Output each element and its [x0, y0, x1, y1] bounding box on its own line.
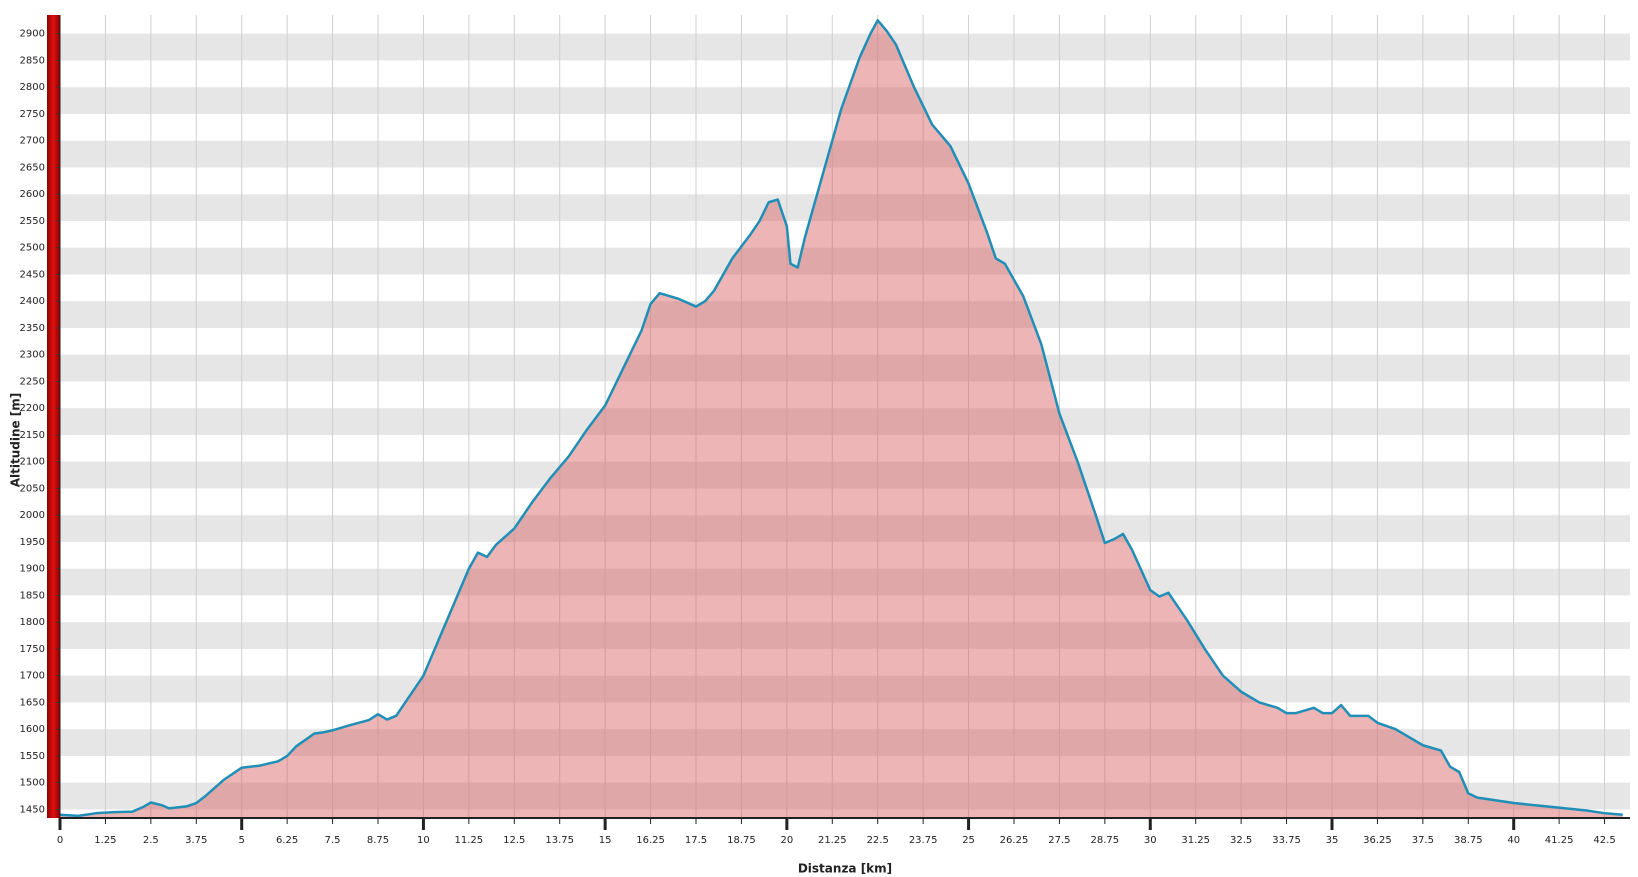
y-tick-label: 2700 [20, 136, 45, 147]
x-tick-label: 33.75 [1272, 835, 1301, 846]
x-tick-label: 31.25 [1181, 835, 1210, 846]
y-tick-label: 2650 [20, 162, 45, 173]
y-tick-label: 2000 [20, 510, 45, 521]
y-tick-label: 2050 [20, 483, 45, 494]
y-tick-label: 1800 [20, 617, 45, 628]
y-tick-label: 1600 [20, 724, 45, 735]
grid-band [60, 622, 1630, 649]
x-tick-label: 18.75 [727, 835, 756, 846]
y-tick-label: 1500 [20, 778, 45, 789]
x-tick-label: 2.5 [143, 835, 159, 846]
grid-band [60, 568, 1630, 596]
x-tick-label: 13.75 [545, 835, 574, 846]
y-axis-label: Altitudine [m] [9, 393, 23, 488]
x-tick-label: 8.75 [367, 835, 389, 846]
x-tick-label: 3.75 [185, 835, 207, 846]
x-tick-label: 21.25 [818, 835, 847, 846]
x-tick-label: 20 [780, 835, 793, 846]
y-tick-label: 2550 [20, 216, 45, 227]
x-tick-label: 6.25 [276, 835, 298, 846]
grid-band [60, 515, 1630, 542]
y-tick-label: 2400 [20, 296, 45, 307]
x-tick-label: 42.5 [1593, 835, 1615, 846]
x-tick-label: 30 [1144, 835, 1157, 846]
x-tick-label: 26.25 [1000, 835, 1029, 846]
grid-band [60, 782, 1630, 810]
x-tick-label: 0 [57, 835, 63, 846]
y-tick-label: 2450 [20, 269, 45, 280]
y-tick-label: 1450 [20, 804, 45, 815]
color-scale-bar [47, 15, 60, 818]
x-tick-label: 23.75 [909, 835, 938, 846]
grid-band [60, 194, 1630, 221]
x-tick-label: 27.5 [1048, 835, 1070, 846]
x-tick-label: 22.5 [867, 835, 889, 846]
x-tick-label: 15 [599, 835, 612, 846]
grid-band [60, 247, 1630, 275]
x-tick-label: 17.5 [685, 835, 707, 846]
x-tick-label: 12.5 [503, 835, 525, 846]
y-tick-label: 2500 [20, 243, 45, 254]
y-tick-label: 2250 [20, 376, 45, 387]
y-tick-label: 1950 [20, 537, 45, 548]
y-tick-label: 1850 [20, 590, 45, 601]
y-tick-label: 2350 [20, 323, 45, 334]
grid-band [60, 461, 1630, 489]
x-tick-label: 5 [239, 835, 245, 846]
x-tick-label: 28.75 [1091, 835, 1120, 846]
x-tick-label: 36.25 [1363, 835, 1392, 846]
area [60, 20, 1623, 818]
grid-band [60, 354, 1630, 382]
x-axis-label: Distanza [km] [798, 862, 892, 876]
profile-line [59, 19, 1623, 818]
x-tick-label: 16.25 [636, 835, 665, 846]
y-tick-label: 2100 [20, 457, 45, 468]
y-tick-label: 1900 [20, 564, 45, 575]
y-tick-label: 2850 [20, 55, 45, 66]
x-tick-label: 40 [1507, 835, 1520, 846]
y-tick-label: 2600 [20, 189, 45, 200]
y-tick-label: 2200 [20, 403, 45, 414]
y-tick-label: 2150 [20, 430, 45, 441]
x-tick-label: 38.75 [1454, 835, 1483, 846]
y-tick-label: 2300 [20, 350, 45, 361]
y-tick-label: 1650 [20, 697, 45, 708]
x-tick-label: 10 [417, 835, 430, 846]
y-tick-label: 2750 [20, 109, 45, 120]
grid-band [60, 408, 1630, 435]
x-tick-label: 32.5 [1230, 835, 1252, 846]
x-tick-label: 25 [962, 835, 975, 846]
x-tick-label: 11.25 [455, 835, 484, 846]
grid-band [60, 675, 1630, 703]
x-tick-label: 41.25 [1545, 835, 1574, 846]
grid-band [60, 33, 1630, 61]
x-tick-label: 1.25 [94, 835, 116, 846]
y-tick-label: 1550 [20, 751, 45, 762]
x-tick-label: 37.5 [1412, 835, 1434, 846]
y-tick-label: 2800 [20, 82, 45, 93]
x-tick-label: 35 [1326, 835, 1339, 846]
grid-band [60, 301, 1630, 328]
x-tick-label: 7.5 [325, 835, 341, 846]
y-tick-label: 1700 [20, 671, 45, 682]
y-tick-label: 2900 [20, 29, 45, 40]
y-tick-label: 1750 [20, 644, 45, 655]
grid-band [60, 140, 1630, 168]
